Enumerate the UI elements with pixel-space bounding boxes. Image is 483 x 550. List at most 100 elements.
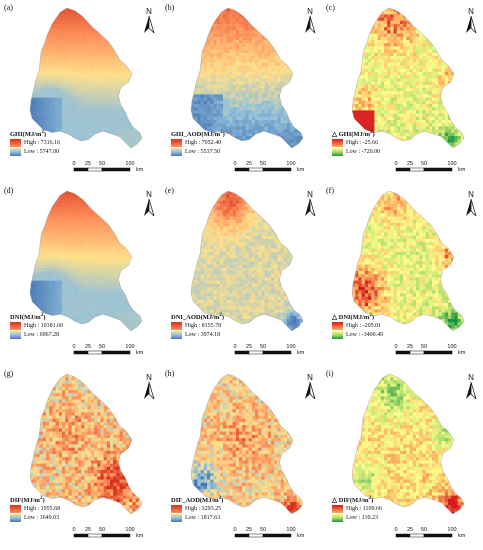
scale-tick-label: 50 xyxy=(99,344,105,350)
legend-high-swatch xyxy=(171,504,182,513)
legend-low-value: 6967.28 xyxy=(39,331,60,338)
legend-high-swatch xyxy=(10,138,21,147)
scale-tick-label: 25 xyxy=(85,161,91,167)
legend-high-row: High : 3293.25 xyxy=(171,504,223,513)
legend-low-prefix: Low : xyxy=(185,514,201,521)
raster-cells xyxy=(352,8,464,148)
legend-high-prefix: High : xyxy=(24,322,41,329)
raster-cells xyxy=(191,191,303,331)
legend-low-value: 5747.00 xyxy=(39,148,60,155)
legend-low-line: Low : 1649.03 xyxy=(10,513,60,522)
scale-unit-label: km xyxy=(297,533,305,539)
scale-tick-label: 0 xyxy=(394,344,397,350)
raster-cells xyxy=(352,191,464,331)
scale-unit-label: km xyxy=(136,350,144,356)
legend-title-text: GHI_AOD(MJ/m xyxy=(171,131,221,139)
scale-tick-label: 0 xyxy=(72,527,75,533)
legend-high-value: 7316.16 xyxy=(40,139,61,146)
legend-title-end: ) xyxy=(221,497,224,505)
raster-map xyxy=(29,373,143,515)
scale-unit-label: km xyxy=(458,350,466,356)
scale-tick-label: 0 xyxy=(72,344,75,350)
legend-low-swatch xyxy=(171,330,182,339)
legend: DIF_AOD(MJ/m2) High : 3293.25 Low : 1817.6… xyxy=(171,496,223,522)
legend-title-superscript: 2 xyxy=(219,313,222,318)
panel-letter: (a) xyxy=(4,3,13,12)
legend-high-row: High : -205.01 xyxy=(332,321,383,330)
map-panel: (g) N DIF(MJ/m2) High : 1955.68 Low : 1649.0… xyxy=(0,366,161,549)
scale-unit-label: km xyxy=(297,350,305,356)
legend-title: DNI(MJ/m2) xyxy=(10,313,63,321)
legend: △ GHI(MJ/m2) High : -25.66 Low : -720.00 xyxy=(332,130,380,156)
legend-low-value: 3974.18 xyxy=(200,331,221,338)
legend-high-value: -25.66 xyxy=(362,139,379,146)
legend-low-prefix: Low : xyxy=(24,514,40,521)
legend-low-line: Low : 3974.18 xyxy=(171,330,224,339)
legend-title: △ DNI(MJ/m2) xyxy=(332,313,383,321)
legend-low-line: Low : 1817.63 xyxy=(171,513,223,522)
north-label: N xyxy=(307,190,313,199)
scale-tick-label: 50 xyxy=(421,344,427,350)
north-arrow-icon: N xyxy=(305,190,316,217)
raster-map xyxy=(351,7,465,149)
map-panel: (a) N GHI(MJ/m2) High : 7316.16 Low : 5747.0… xyxy=(0,0,161,183)
scale-unit-label: km xyxy=(458,533,466,539)
legend-title-text: DNI(MJ/m xyxy=(10,314,41,322)
panel-letter: (c) xyxy=(326,3,335,12)
raster-map xyxy=(351,373,465,515)
raster-map xyxy=(190,190,304,332)
legend-low-swatch xyxy=(332,330,343,339)
panel-letter: (b) xyxy=(165,3,175,12)
map-panel: (b) N GHI_AOD(MJ/m2) High : 7052.40 Low : 55… xyxy=(161,0,322,183)
raster-map xyxy=(190,373,304,515)
scale-tick-label: 50 xyxy=(260,161,266,167)
raster-map xyxy=(29,7,143,149)
north-arrow-icon: N xyxy=(466,373,477,400)
legend-high-row: High : 7316.16 xyxy=(10,138,60,147)
legend-low-prefix: Low : xyxy=(346,331,362,338)
scale-unit-label: km xyxy=(458,167,466,173)
legend: DIF(MJ/m2) High : 1955.68 Low : 1649.03 xyxy=(10,496,60,522)
north-arrow-icon: N xyxy=(144,373,155,400)
legend-title: DIF_AOD(MJ/m2) xyxy=(171,496,223,504)
legend-high-swatch xyxy=(332,504,343,513)
panel-letter: (i) xyxy=(326,369,334,378)
legend-high-value: 1955.68 xyxy=(40,505,61,512)
legend-low-value: 5537.50 xyxy=(200,148,221,155)
scale-tick-label: 100 xyxy=(447,527,456,533)
scale-tick-label: 25 xyxy=(85,344,91,350)
legend-high-prefix: High : xyxy=(346,139,363,146)
north-label: N xyxy=(468,373,474,382)
legend-low-value: -720.00 xyxy=(361,148,381,155)
scale-tick-label: 50 xyxy=(260,527,266,533)
legend-low-value: 1649.03 xyxy=(39,514,60,521)
legend-title-end: ) xyxy=(43,314,46,322)
legend-low-swatch xyxy=(10,330,21,339)
panel-letter: (g) xyxy=(4,369,14,378)
map-panel: (h) N DIF_AOD(MJ/m2) High : 3293.25 Low : 18… xyxy=(161,366,322,549)
legend-high-swatch xyxy=(171,138,182,147)
legend-high-swatch xyxy=(332,138,343,147)
scale-tick-label: 100 xyxy=(286,527,295,533)
north-arrow-icon: N xyxy=(144,7,155,34)
scale-unit-label: km xyxy=(136,533,144,539)
legend-title-superscript: 2 xyxy=(368,496,372,501)
north-arrow-icon: N xyxy=(144,190,155,217)
legend-low-prefix: Low : xyxy=(24,331,40,338)
legend-high-prefix: High : xyxy=(185,139,202,146)
map-panel: (i) N △ DIF(MJ/m2) High : 1109.66 Low : 110.… xyxy=(322,366,483,549)
legend-title-end: ) xyxy=(372,131,375,139)
legend-high-row: High : 1955.68 xyxy=(10,504,60,513)
legend-high-row: High : 8155.78 xyxy=(171,321,224,330)
legend-low-swatch xyxy=(10,147,21,156)
raster-cells xyxy=(191,374,303,514)
legend-title-end: ) xyxy=(43,131,47,139)
north-arrow-icon: N xyxy=(305,373,316,400)
scale-tick-label: 100 xyxy=(447,161,456,167)
raster-cells xyxy=(30,8,142,148)
legend-low-swatch xyxy=(332,513,343,522)
raster-cells xyxy=(191,8,303,148)
legend-low-line: Low : -720.00 xyxy=(332,147,380,156)
